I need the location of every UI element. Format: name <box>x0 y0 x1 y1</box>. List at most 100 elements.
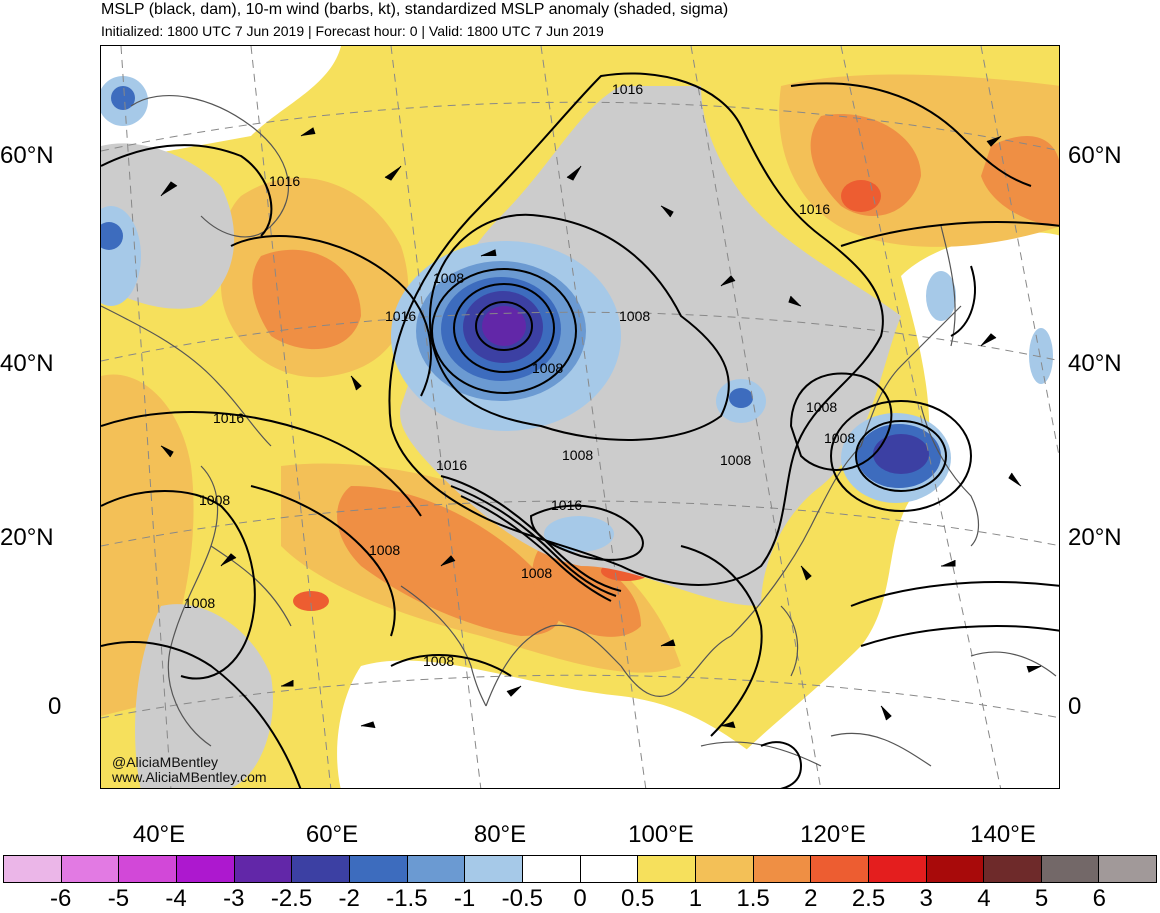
contour-label: 1016 <box>799 201 830 217</box>
contour-label: 1008 <box>532 360 563 376</box>
anomaly-neutral-region <box>337 660 799 788</box>
colorbar-tick-label: -5 <box>107 885 130 912</box>
anomaly-positive-region <box>532 546 641 637</box>
colorbar-tick-label: -2.5 <box>270 885 313 912</box>
colorbar-swatch <box>811 856 869 882</box>
anomaly-negative-region <box>1029 328 1053 384</box>
colorbar-tick-label: 2.5 <box>851 885 886 912</box>
contour-label: 1008 <box>806 399 837 415</box>
colorbar-swatch <box>1099 856 1157 882</box>
contour-label: 1016 <box>436 457 467 473</box>
anomaly-negative-region <box>101 222 123 250</box>
colorbar-swatch <box>926 856 985 882</box>
mslp-contours <box>101 72 1059 788</box>
colorbar-tick-label: 1 <box>688 885 703 912</box>
lat-label-right: 20°N <box>1068 524 1122 551</box>
lat-label-right: 0 <box>1068 693 1082 720</box>
map-panel: 1016 1016 1016 1016 1016 1016 1016 1008 … <box>100 45 1060 789</box>
contour-label: 1008 <box>184 595 215 611</box>
anomaly-negative-region <box>873 434 929 474</box>
contour-labels: 1016 1016 1016 1016 1016 1016 1016 1008 … <box>184 81 855 669</box>
anomaly-neutral-region <box>712 232 1059 788</box>
colorbar-tick-label: -1.5 <box>386 885 428 912</box>
colorbar-swatch <box>292 856 350 882</box>
anomaly-strong-negative <box>482 306 526 346</box>
chart-title: MSLP (black, dam), 10-m wind (barbs, kt)… <box>101 1 729 18</box>
colorbar-swatch <box>984 856 1042 882</box>
lon-label: 140°E <box>970 821 1036 848</box>
colorbar-tick-label: -3 <box>223 885 245 912</box>
lat-label-left: 40°N <box>0 350 54 377</box>
colorbar-tick-label: 0 <box>573 885 587 912</box>
contour-label: 1016 <box>385 308 416 324</box>
credit-website: www.AliciaMBentley.com <box>112 769 267 785</box>
contour-label: 1008 <box>521 565 552 581</box>
lon-label: 40°E <box>132 821 186 848</box>
contour-label: 1008 <box>433 270 464 286</box>
contour-label: 1008 <box>562 447 593 463</box>
anomaly-positive-region <box>252 249 361 350</box>
wind-barbs <box>160 127 1042 729</box>
colorbar-swatch <box>695 856 754 882</box>
colorbar-tick-label: -0.5 <box>501 885 543 912</box>
anomaly-negative-region <box>729 388 753 408</box>
chart-subtitle: Initialized: 1800 UTC 7 Jun 2019 | Forec… <box>101 23 604 39</box>
colorbar <box>3 855 1157 883</box>
contour-label: 1008 <box>369 542 400 558</box>
colorbar-swatch <box>1041 856 1100 882</box>
colorbar-swatch <box>753 856 812 882</box>
colorbar-swatch <box>234 856 293 882</box>
lat-label-right: 60°N <box>1068 142 1122 169</box>
colorbar-tick-label: 1.5 <box>736 885 770 912</box>
coastlines <box>101 95 1057 767</box>
colorbar-swatch <box>176 856 235 882</box>
contour-label: 1016 <box>269 173 300 189</box>
colorbar-tick-label: -1 <box>453 885 476 912</box>
colorbar-swatch <box>465 856 523 882</box>
contour-label: 1008 <box>720 452 751 468</box>
anomaly-grey-region <box>644 294 804 456</box>
anomaly-negative-region <box>926 271 956 321</box>
colorbar-swatch <box>868 856 927 882</box>
credit-handle: @AliciaMBentley <box>112 754 219 770</box>
colorbar-tick-label: 4 <box>977 885 991 912</box>
colorbar-swatch <box>4 856 62 882</box>
colorbar-swatch <box>119 856 177 882</box>
lat-label-left: 0 <box>48 693 62 720</box>
colorbar-swatch <box>638 856 696 882</box>
lat-label-left: 60°N <box>0 142 54 169</box>
colorbar-tick-label: -4 <box>165 885 187 912</box>
anomaly-negative-region <box>544 516 614 552</box>
lat-label-left: 20°N <box>0 524 54 551</box>
colorbar-swatch <box>349 856 408 882</box>
lat-label-right: 40°N <box>1068 350 1122 377</box>
colorbar-tick-label: 0.5 <box>621 885 655 912</box>
colorbar-swatch <box>61 856 120 882</box>
colorbar-swatch <box>580 856 639 882</box>
lon-label: 100°E <box>628 821 694 848</box>
anomaly-strong-positive <box>293 591 329 611</box>
anomaly-strong-positive <box>841 180 881 212</box>
colorbar-swatch <box>407 856 466 882</box>
contour-label: 1016 <box>551 497 582 513</box>
anomaly-neutral-region <box>101 46 341 156</box>
map-canvas: 1016 1016 1016 1016 1016 1016 1016 1008 … <box>101 46 1059 788</box>
contour-label: 1008 <box>423 653 454 669</box>
colorbar-swatch <box>522 856 581 882</box>
contour-label: 1008 <box>824 430 855 446</box>
colorbar-tick-label: 3 <box>919 885 933 912</box>
contour-label: 1016 <box>213 410 244 426</box>
contour-label: 1008 <box>199 492 230 508</box>
colorbar-tick-label: -6 <box>50 885 72 912</box>
contour-label: 1008 <box>619 308 650 324</box>
anomaly-negative-region <box>111 86 135 110</box>
colorbar-tick-label: 5 <box>1034 885 1049 912</box>
colorbar-tick-label: 2 <box>804 885 818 912</box>
lon-label: 60°E <box>305 821 359 848</box>
lon-label: 120°E <box>800 821 866 848</box>
lon-label: 80°E <box>473 821 527 848</box>
contour-label: 1016 <box>612 81 643 97</box>
colorbar-tick-label: 6 <box>1092 885 1106 912</box>
colorbar-tick-label: -2 <box>338 885 360 912</box>
anomaly-positive-region <box>810 114 921 216</box>
